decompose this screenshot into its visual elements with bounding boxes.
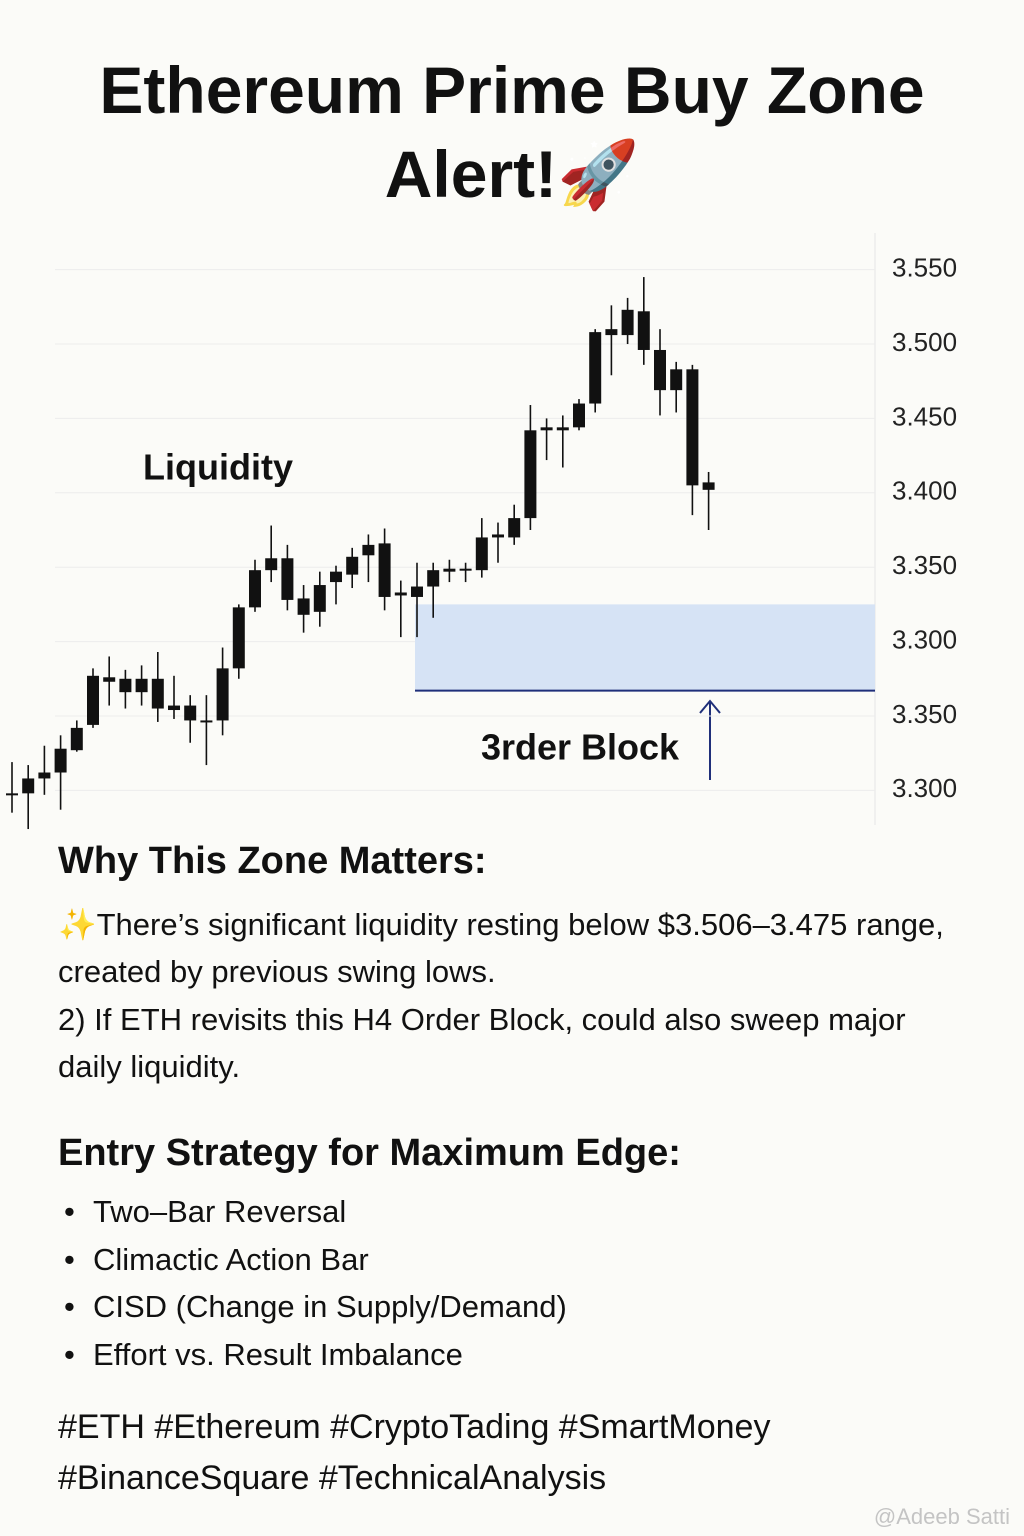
watermark: @Adeeb Satti (873, 1504, 1010, 1529)
candle-body (492, 534, 504, 538)
chart: Liquidity 3rder Block 3.550 3.500 3.450 3.4… (6, 233, 957, 830)
candle-body (475, 537, 488, 571)
candle-body (313, 585, 326, 612)
candle-body (330, 571, 342, 583)
y-tick-label: 3.350 (892, 550, 957, 580)
candle-body (151, 678, 164, 709)
candle-body (22, 778, 35, 794)
y-tick-label: 3.450 (892, 401, 957, 431)
candle-body (184, 705, 197, 721)
candle-body (524, 430, 537, 519)
candle-body (702, 482, 715, 490)
candle-body (378, 543, 391, 597)
candle-body (168, 705, 180, 711)
candle-body (249, 570, 261, 608)
bullet: CISD (Change in Supply/Demand) (58, 1283, 567, 1331)
candle-body (297, 598, 310, 615)
candle-body (686, 369, 699, 486)
y-tick-label: 3.500 (892, 327, 957, 357)
candle-body (87, 675, 99, 725)
candle-body (362, 544, 375, 556)
annotation: Liquidity (143, 447, 293, 488)
annotation: 3rder Block (481, 727, 680, 768)
bullet: Climactic Action Bar (58, 1236, 567, 1284)
y-tick-label: 3.300 (892, 773, 957, 803)
y-tick-label: 3.550 (892, 253, 957, 283)
y-tick-label: 3.350 (892, 699, 957, 729)
candle-body (346, 556, 359, 575)
bullet-list: Two–Bar Reversal Climactic Action Bar CI… (58, 1188, 567, 1378)
candle-body (637, 311, 650, 350)
candle-body (605, 329, 618, 336)
candle-body (427, 570, 440, 587)
candle-body (459, 568, 472, 571)
candle-body (103, 677, 116, 682)
candle-body (6, 793, 18, 796)
paragraph: ✨There’s significant liquidity resting b… (58, 907, 944, 989)
candle-body (232, 607, 245, 669)
candle-body (573, 403, 585, 428)
candle-body (411, 586, 423, 597)
candle-body (654, 349, 666, 391)
candle-body (589, 332, 602, 404)
hashtags: #ETH #Ethereum #CryptoTading #SmartMoney… (58, 1408, 771, 1497)
candle-body (265, 558, 278, 571)
candle-body (119, 678, 132, 693)
arrow (699, 699, 721, 780)
paragraph: 2) If ETH revisits this H4 Order Block, … (58, 1002, 906, 1084)
section-heading: Entry Strategy for Maximum Edge: (58, 1132, 681, 1174)
candle-body (281, 558, 294, 600)
candle-body (38, 772, 51, 779)
candle-body (54, 748, 67, 773)
candle-body (216, 668, 229, 721)
candle-body (556, 427, 569, 431)
order-block-zone (415, 604, 875, 691)
candle-body (70, 727, 83, 751)
y-tick-label: 3.400 (892, 476, 957, 506)
candle-body (621, 309, 634, 336)
candle-body (135, 678, 148, 693)
section-heading: Why This Zone Matters: (58, 840, 487, 882)
candle-body (200, 720, 213, 723)
candle-body (394, 592, 407, 596)
title: Ethereum Prime Buy Zone Alert!🚀 (99, 53, 925, 211)
bullet: Two–Bar Reversal (58, 1188, 567, 1236)
y-tick-label: 3.300 (892, 624, 957, 654)
candle-body (540, 427, 553, 431)
candle-body (443, 568, 456, 572)
candle-body (670, 369, 683, 391)
bullet: Effort vs. Result Imbalance (58, 1331, 567, 1379)
candle-body (508, 518, 521, 538)
